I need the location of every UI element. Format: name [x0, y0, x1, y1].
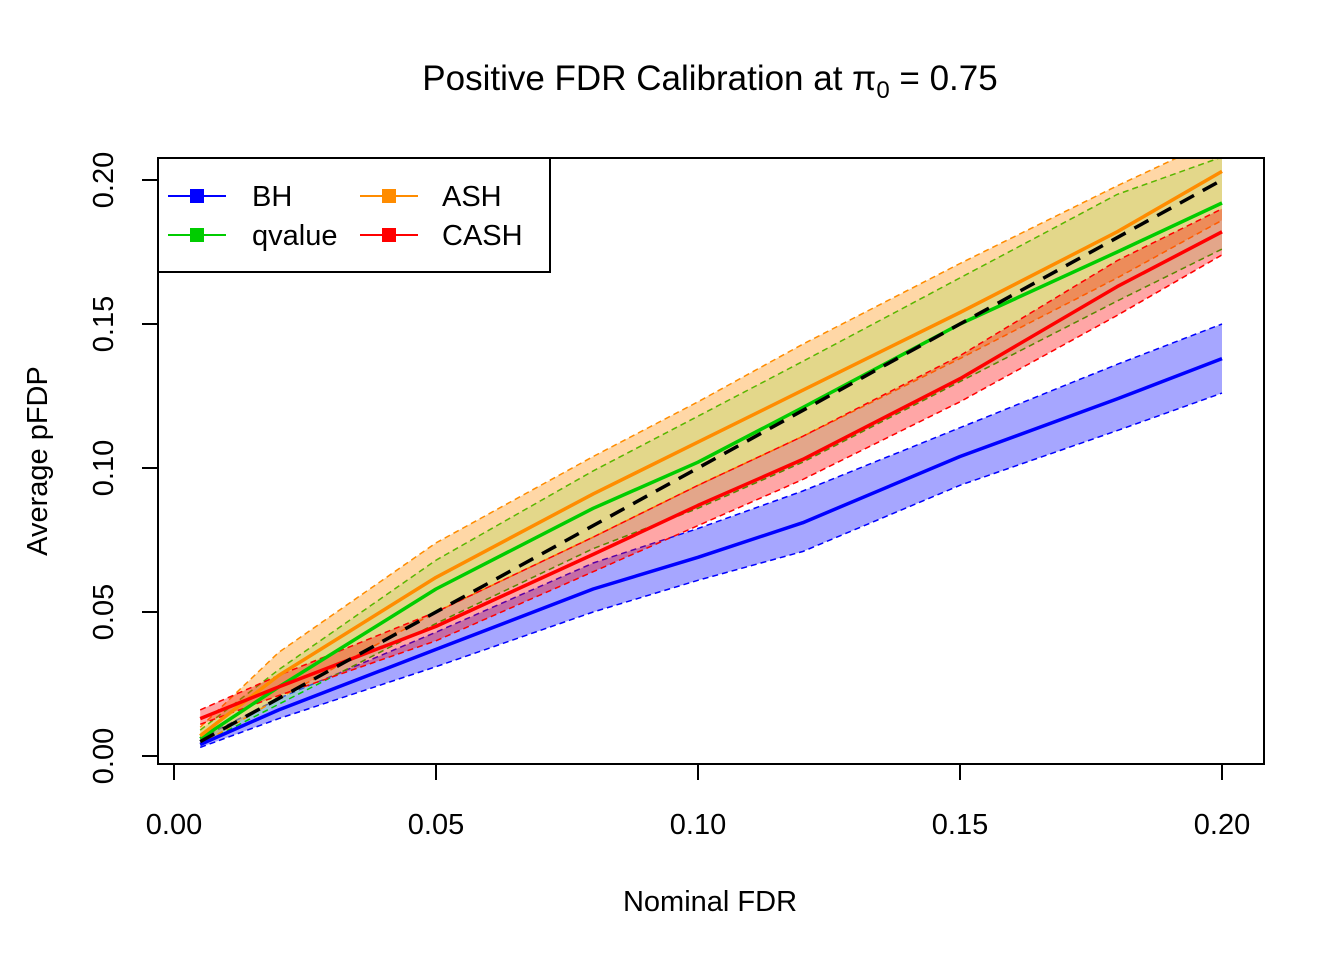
legend-label-ash: ASH [442, 181, 502, 213]
legend-marker-qvalue [190, 228, 204, 242]
y-tick-label: 0.15 [88, 296, 120, 352]
x-tick-label: 0.15 [932, 809, 988, 841]
line-bh [199, 356, 1223, 747]
title-symbol: π [852, 59, 876, 98]
legend-marker-bh [190, 189, 204, 203]
band-upper-qvalue [199, 158, 1222, 731]
legend-box [157, 157, 551, 273]
band-ash [200, 158, 1222, 745]
x-tick-label: 0.20 [1194, 809, 1250, 841]
reference-line [199, 178, 1223, 744]
line-ash [199, 169, 1223, 738]
band-qvalue [200, 158, 1222, 745]
x-tick-label: 0.05 [408, 809, 464, 841]
legend-label-cash: CASH [442, 220, 523, 252]
band-lower-cash [199, 254, 1223, 726]
band-upper-bh [199, 323, 1223, 740]
legend-label-qvalue: qvalue [252, 220, 337, 252]
band-lower-bh [199, 392, 1223, 749]
band-upper-ash [199, 158, 1179, 728]
line-cash [199, 230, 1223, 721]
y-axis: 0.00 0.05 0.10 0.15 0.20 [88, 152, 159, 784]
title-main: Positive FDR Calibration at [422, 59, 852, 98]
y-axis-label: Average pFDP [22, 366, 54, 556]
x-tick-label: 0.00 [146, 809, 202, 841]
legend-marker-ash [382, 189, 396, 203]
y-tick-label: 0.10 [88, 440, 120, 496]
x-tick-label: 0.10 [670, 809, 726, 841]
band-bh [200, 324, 1222, 748]
x-axis-label: Nominal FDR [623, 886, 797, 918]
y-tick-label: 0.20 [88, 152, 120, 208]
series-lines [199, 169, 1223, 747]
x-axis: 0.00 0.05 0.10 0.15 0.20 [146, 763, 1250, 841]
title-suffix: = 0.75 [890, 59, 998, 98]
line-qvalue [199, 201, 1223, 741]
legend-marker-cash [382, 228, 396, 242]
title-subscript: 0 [876, 77, 889, 104]
band-lower-ash [199, 219, 1223, 746]
band-lower-qvalue [199, 248, 1223, 746]
legend: BH qvalue ASH CASH [157, 157, 551, 273]
y-tick-label: 0.00 [88, 728, 120, 784]
legend-label-bh: BH [252, 181, 292, 213]
y-tick-label: 0.05 [88, 584, 120, 640]
chart-title: Positive FDR Calibration at π0 = 0.75 [422, 59, 997, 104]
